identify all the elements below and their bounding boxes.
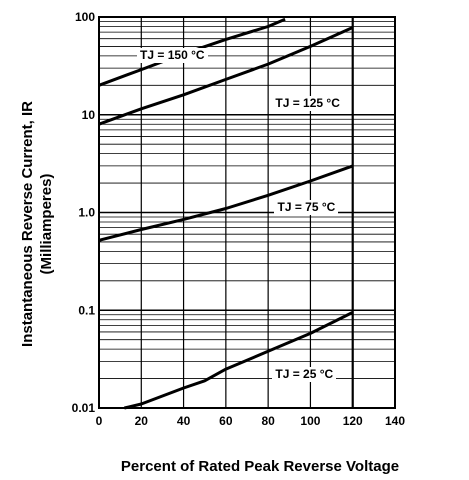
x-tick-label: 140: [385, 414, 405, 428]
y-axis-title-line-2: (Milliamperes): [38, 173, 55, 275]
y-tick-label: 0.01: [72, 401, 96, 415]
series-line-3: [124, 311, 354, 410]
x-tick-label: 120: [343, 414, 363, 428]
x-tick-label: 0: [96, 414, 103, 428]
y-tick-label: 1.0: [78, 206, 95, 220]
series-line-1: [98, 26, 354, 126]
series-line-2: [98, 164, 354, 242]
chart-series: [98, 17, 354, 410]
label-tj-150: TJ = 150 °C: [137, 47, 208, 63]
y-tick-labels: 0.01 0.1 1.0 10 100: [72, 10, 96, 415]
x-tick-label: 80: [261, 414, 275, 428]
x-tick-label: 60: [219, 414, 233, 428]
y-tick-label: 100: [75, 10, 95, 24]
chart-grid: [99, 17, 395, 408]
label-tj-25: TJ = 25 °C: [272, 366, 337, 382]
x-tick-label: 100: [300, 414, 320, 428]
x-tick-label: 40: [177, 414, 191, 428]
series-line-0: [98, 17, 286, 87]
y-tick-label: 0.1: [78, 303, 95, 317]
x-tick-label: 20: [135, 414, 149, 428]
label-tj-125: TJ = 125 °C: [272, 95, 343, 111]
plot-frame: [98, 16, 396, 409]
label-tj-75: TJ = 75 °C: [274, 200, 339, 216]
y-tick-label: 10: [82, 108, 96, 122]
x-tick-labels: 0 20 40 60 80 100 120 140: [96, 414, 406, 428]
y-axis-title-line-1: Instantaneous Reverse Current, IR: [19, 101, 36, 347]
x-axis-title: Percent of Rated Peak Reverse Voltage: [120, 458, 400, 475]
